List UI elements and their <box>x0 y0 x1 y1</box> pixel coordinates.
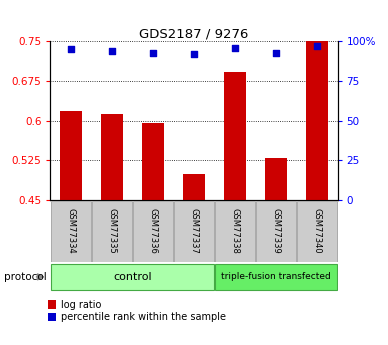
Point <box>150 50 156 55</box>
Bar <box>60 111 82 200</box>
Text: GSM77338: GSM77338 <box>230 208 239 254</box>
Point <box>191 51 197 57</box>
Bar <box>142 123 164 200</box>
Title: GDS2187 / 9276: GDS2187 / 9276 <box>139 27 249 40</box>
Bar <box>215 264 337 290</box>
Bar <box>306 41 328 200</box>
Legend: log ratio, percentile rank within the sample: log ratio, percentile rank within the sa… <box>48 300 226 322</box>
Point <box>273 50 279 55</box>
Text: GSM77337: GSM77337 <box>189 208 199 254</box>
Bar <box>92 201 132 262</box>
Bar <box>215 201 255 262</box>
Bar <box>51 264 214 290</box>
Bar <box>183 174 205 200</box>
Bar <box>265 158 287 200</box>
Text: GSM77336: GSM77336 <box>149 208 158 254</box>
Text: GSM77340: GSM77340 <box>313 208 322 254</box>
Text: control: control <box>113 272 152 282</box>
Point <box>232 45 238 50</box>
Text: GSM77335: GSM77335 <box>107 208 116 254</box>
Bar <box>224 71 246 200</box>
Bar <box>133 201 173 262</box>
Text: GSM77334: GSM77334 <box>66 208 75 254</box>
Point <box>109 48 115 54</box>
Bar <box>256 201 296 262</box>
Point <box>68 47 74 52</box>
Bar <box>174 201 214 262</box>
Bar <box>297 201 337 262</box>
Bar <box>100 115 123 200</box>
Text: protocol: protocol <box>4 272 47 282</box>
Bar <box>51 201 91 262</box>
Text: GSM77339: GSM77339 <box>272 208 281 254</box>
Point <box>314 43 320 49</box>
Text: triple-fusion transfected: triple-fusion transfected <box>221 272 331 282</box>
